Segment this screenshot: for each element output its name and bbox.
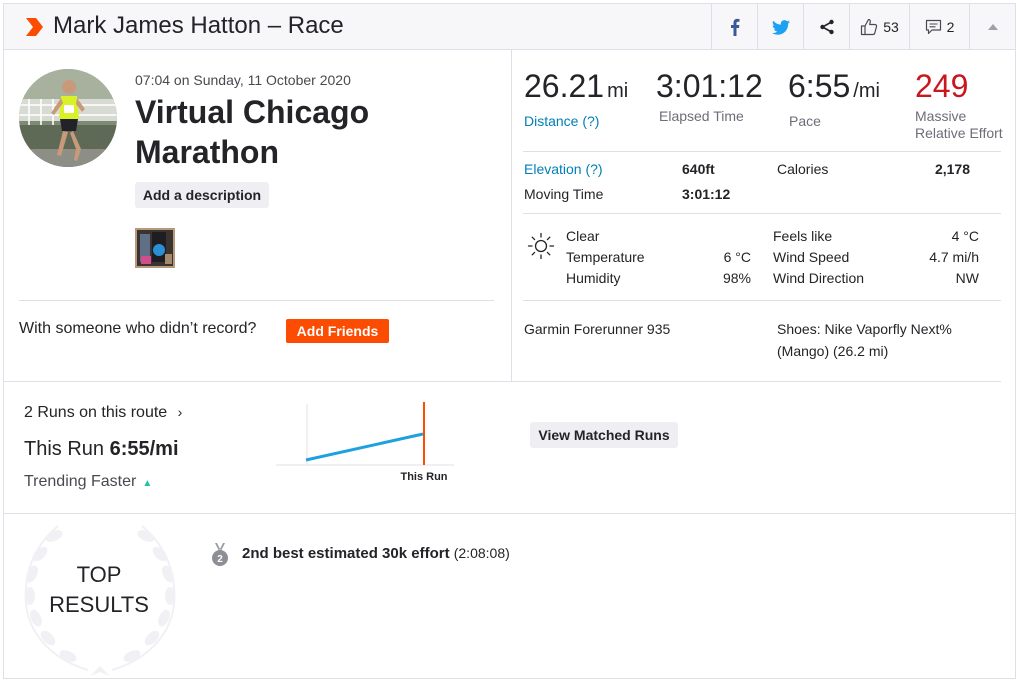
this-run-pace-value: 6:55/mi	[109, 438, 179, 460]
comment-icon	[925, 19, 941, 35]
share-icon	[819, 19, 834, 35]
elevation-help-link[interactable]: Elevation (?)	[524, 161, 603, 177]
feels-like-label: Feels like	[773, 228, 833, 244]
silver-medal-icon: 2	[212, 543, 228, 566]
pace-unit: /mi	[853, 80, 880, 102]
trending-indicator: Trending Faster ▲	[24, 473, 152, 491]
wind-speed-value: 4.7 mi/h	[929, 249, 979, 265]
pace-label: Pace	[789, 113, 821, 129]
feels-like-value: 4 °C	[951, 228, 979, 244]
calories-value: 2,178	[934, 161, 970, 177]
stat-distance: 26.21 mi Distance (?)	[524, 66, 628, 130]
shoes-line-2: (Mango) (26.2 mi)	[777, 343, 889, 359]
medal-rank: 2	[217, 554, 223, 565]
achievement-item: 2nd best estimated 30k effort (2:08:08)	[242, 545, 510, 562]
divider	[19, 300, 494, 301]
device-name: Garmin Forerunner 935	[524, 321, 671, 337]
activity-name: Virtual Chicago Marathon	[135, 94, 370, 170]
triangle-up-icon: ▲	[142, 478, 153, 489]
chevron-right-icon: ›	[177, 404, 183, 420]
divider	[4, 513, 1015, 514]
relative-effort-value: 249	[915, 68, 969, 104]
moving-time-label: Moving Time	[524, 186, 604, 202]
temperature-label: Temperature	[566, 249, 645, 265]
achievement-text: 2nd best estimated 30k effort	[242, 545, 450, 562]
laurel-wreath-icon	[24, 525, 176, 676]
stat-pace: 6:55/mi Pace	[788, 66, 880, 130]
relative-effort-label-1: Massive	[915, 108, 967, 124]
trending-label: Trending Faster	[24, 473, 137, 490]
humidity-label: Humidity	[566, 270, 621, 286]
trend-line	[305, 432, 424, 462]
runs-on-route-label: 2 Runs on this route	[24, 404, 168, 421]
activity-datetime: 07:04 on Sunday, 11 October 2020	[135, 72, 351, 88]
divider	[523, 213, 1001, 214]
weather-condition: Clear	[566, 228, 600, 244]
wind-direction-value: NW	[955, 270, 979, 286]
elapsed-time-value: 3:01:12	[656, 68, 763, 104]
elevation-value: 640ft	[682, 161, 715, 177]
matched-runs-trend-chart: This Run	[276, 402, 454, 483]
activity-card: Mark James Hatton – Race	[3, 3, 1016, 679]
divider	[523, 300, 1001, 301]
distance-help-link[interactable]: Distance (?)	[524, 113, 600, 129]
elapsed-time-label: Elapsed Time	[659, 108, 744, 124]
wind-speed-label: Wind Speed	[773, 249, 850, 265]
share-button[interactable]	[803, 4, 849, 50]
twitter-share-button[interactable]	[757, 4, 803, 50]
activity-photo	[135, 228, 175, 268]
facebook-share-button[interactable]	[711, 4, 757, 50]
this-run-pace: This Run 6:55/mi	[24, 438, 179, 461]
achievement-time: (2:08:08)	[453, 545, 510, 561]
this-run-prefix: This Run	[24, 438, 105, 460]
add-friends-button[interactable]: Add Friends	[286, 319, 389, 343]
humidity-value: 98%	[722, 270, 751, 286]
kudos-count: 53	[883, 19, 899, 35]
wind-direction-label: Wind Direction	[773, 270, 865, 286]
moving-time-value: 3:01:12	[682, 186, 731, 202]
top-results-heading: TOP RESULTS	[34, 560, 164, 620]
top-results-line-2: RESULTS	[49, 592, 149, 617]
twitter-icon	[771, 19, 790, 35]
athlete-avatar[interactable]	[19, 69, 117, 167]
runner-photo	[19, 69, 117, 167]
column-divider	[511, 50, 512, 381]
strava-chevron-icon	[26, 18, 43, 36]
calories-label: Calories	[777, 161, 829, 177]
sun-icon	[527, 232, 555, 260]
activity-photo-thumbnail[interactable]	[135, 228, 175, 268]
facebook-icon	[730, 18, 739, 36]
collapse-button[interactable]	[969, 4, 1015, 50]
header-actions: 53 2	[711, 4, 1015, 50]
add-description-button[interactable]: Add a description	[135, 182, 269, 208]
distance-value: 26.21	[524, 68, 605, 104]
distance-unit: mi	[607, 80, 629, 102]
this-run-marker-label: This Run	[400, 471, 447, 483]
top-results-line-1: TOP	[76, 562, 122, 587]
runs-on-route-link[interactable]: 2 Runs on this route ›	[24, 404, 182, 422]
pace-value: 6:55	[788, 68, 851, 104]
comment-button[interactable]: 2	[909, 4, 969, 50]
kudos-button[interactable]: 53	[849, 4, 909, 50]
caret-up-icon	[987, 24, 998, 30]
comment-count: 2	[946, 19, 955, 35]
divider	[4, 381, 1001, 382]
activity-header: Mark James Hatton – Race	[4, 4, 1015, 50]
page-title: Mark James Hatton – Race	[53, 12, 344, 39]
stat-relative-effort[interactable]: 249 Massive Relative Effort	[915, 66, 1003, 142]
shoes-line-1: Shoes: Nike Vaporfly Next%	[777, 321, 952, 337]
relative-effort-label-2: Relative Effort	[915, 125, 1003, 141]
thumbs-up-icon	[861, 18, 878, 36]
with-someone-text: With someone who didn’t record?	[19, 320, 257, 337]
stat-elapsed-time: 3:01:12 Elapsed Time	[656, 66, 763, 125]
divider	[523, 151, 1001, 152]
view-matched-runs-button[interactable]: View Matched Runs	[530, 422, 678, 448]
temperature-value: 6 °C	[723, 249, 751, 265]
